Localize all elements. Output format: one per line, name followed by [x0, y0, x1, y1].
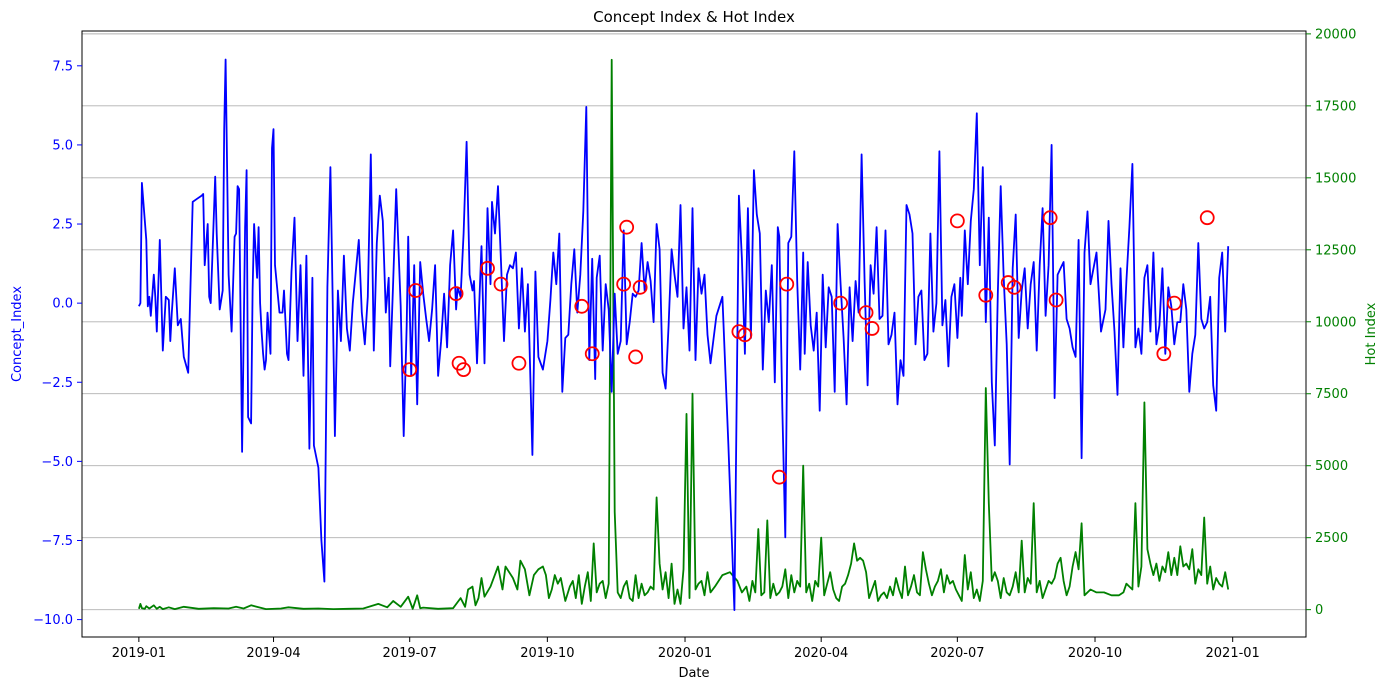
- x-tick-label-0: 2019-01: [112, 646, 166, 661]
- right-y-axis-label: Hot Index: [1364, 302, 1379, 365]
- highlight-marker-13: [632, 279, 648, 295]
- highlight-marker-15: [737, 327, 753, 343]
- x-axis-ticks: 2019-01 2019-04 2019-07 2019-10 2020-01 2020-…: [112, 637, 1260, 661]
- concept-index-series: [138, 58, 1230, 611]
- highlight-marker-24: [1006, 279, 1022, 295]
- highlight-marker-4: [456, 362, 471, 378]
- highlight-marker-17: [779, 276, 795, 292]
- highlight-marker-11: [619, 219, 635, 235]
- highlight-marker-22: [978, 287, 994, 303]
- left-tick-label-4: 0.0: [52, 297, 73, 312]
- highlight-marker-18: [833, 295, 849, 311]
- left-tick-label-5: 2.5: [52, 218, 73, 233]
- plot-frame: [81, 30, 1307, 638]
- left-tick-label-0: −10.0: [33, 613, 73, 628]
- highlight-marker-25: [1042, 210, 1058, 226]
- highlight-marker-9: [584, 346, 600, 362]
- highlight-marker-26: [1048, 292, 1064, 308]
- highlight-marker-20: [864, 321, 880, 336]
- highlight-marker-29: [1199, 210, 1215, 226]
- x-tick-label-1: 2019-04: [246, 646, 300, 661]
- highlight-marker-5: [480, 260, 495, 276]
- x-tick-label-3: 2019-10: [520, 646, 574, 661]
- highlight-marker-8: [574, 298, 590, 314]
- highlight-marker-0: [402, 362, 418, 378]
- left-y-axis-label: Concept_Index: [10, 286, 25, 382]
- highlight-marker-7: [511, 355, 527, 371]
- highlight-marker-1: [408, 283, 424, 298]
- highlight-marker-2: [448, 286, 464, 302]
- x-tick-label-6: 2020-07: [930, 646, 984, 661]
- x-tick-label-2: 2019-07: [383, 646, 437, 661]
- left-tick-label-3: −2.5: [41, 376, 73, 391]
- right-tick-label-3: 7500: [1315, 387, 1348, 402]
- hot-index-series: [138, 58, 1230, 610]
- highlight-marker-10: [616, 276, 632, 292]
- left-y-axis-ticks: −10.0 −7.5 −5.0 −2.5 0.0 2.5 5.0 7.5: [33, 59, 82, 628]
- highlight-marker-12: [628, 349, 644, 365]
- x-tick-label-8: 2021-01: [1206, 646, 1260, 661]
- right-tick-label-1: 2500: [1315, 531, 1348, 546]
- highlight-marker-6: [493, 276, 509, 292]
- right-tick-label-8: 20000: [1315, 27, 1356, 42]
- right-tick-label-4: 10000: [1315, 315, 1356, 330]
- concept-index-line: [138, 58, 1230, 611]
- highlight-marker-21: [949, 213, 965, 229]
- right-tick-label-2: 5000: [1315, 459, 1348, 474]
- right-tick-label-0: 0: [1315, 603, 1323, 618]
- highlight-marker-19: [858, 305, 874, 321]
- highlight-marker-27: [1156, 346, 1172, 362]
- left-tick-label-7: 7.5: [52, 59, 73, 74]
- right-tick-label-6: 15000: [1315, 171, 1356, 186]
- x-axis-label: Date: [678, 666, 709, 681]
- hot-index-line: [138, 58, 1230, 610]
- chart-title: Concept Index & Hot Index: [593, 8, 795, 26]
- left-tick-label-2: −5.0: [41, 455, 73, 470]
- x-tick-label-4: 2020-01: [658, 646, 712, 661]
- highlight-marker-28: [1166, 295, 1182, 311]
- left-tick-label-1: −7.5: [41, 534, 73, 549]
- highlight-markers: [402, 210, 1215, 485]
- x-tick-label-7: 2020-10: [1068, 646, 1122, 661]
- left-tick-label-6: 5.0: [52, 138, 73, 153]
- x-tick-label-5: 2020-04: [794, 646, 848, 661]
- highlight-marker-16: [771, 469, 787, 485]
- right-tick-label-5: 12500: [1315, 243, 1356, 258]
- right-y-axis-ticks: 0 2500 5000 7500 10000 12500 15000 17500 20000: [1306, 27, 1356, 618]
- right-tick-label-7: 17500: [1315, 99, 1356, 114]
